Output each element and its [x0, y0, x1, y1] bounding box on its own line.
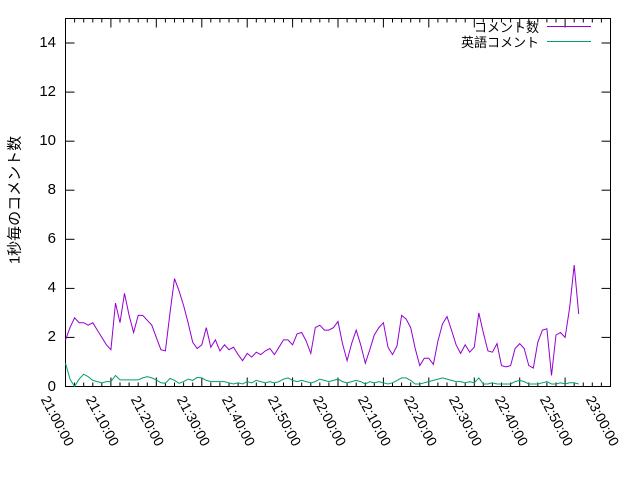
legend-line-sample-comments	[547, 26, 591, 27]
y-tick-label: 10	[39, 132, 56, 149]
y-tick-label: 12	[39, 83, 56, 100]
legend-label-english-comments: 英語コメント	[460, 35, 539, 50]
legend-line-sample-english-comments	[547, 41, 591, 42]
legend-row-comments: コメント数	[461, 19, 591, 35]
y-tick-label: 4	[47, 279, 56, 296]
series-line-1	[65, 363, 579, 387]
legend-label-comments: コメント数	[473, 20, 539, 35]
legend: コメント数 英語コメント	[460, 19, 591, 50]
y-tick-label: 6	[47, 230, 56, 247]
y-tick-label: 8	[47, 181, 56, 198]
plot-area	[65, 18, 611, 387]
y-tick-label: 14	[39, 34, 56, 51]
series-lines	[65, 265, 580, 387]
series-line-0	[65, 265, 580, 376]
legend-row-english-comments: 英語コメント	[460, 34, 591, 50]
plot-border	[65, 18, 611, 387]
y-tick-label: 2	[47, 328, 56, 345]
y-tick-label: 0	[47, 378, 56, 395]
axis-ticks	[65, 18, 611, 387]
